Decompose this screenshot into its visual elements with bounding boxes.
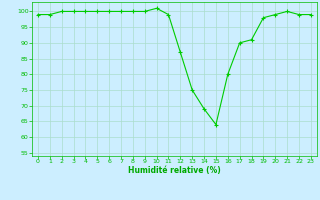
X-axis label: Humidité relative (%): Humidité relative (%) [128, 166, 221, 175]
